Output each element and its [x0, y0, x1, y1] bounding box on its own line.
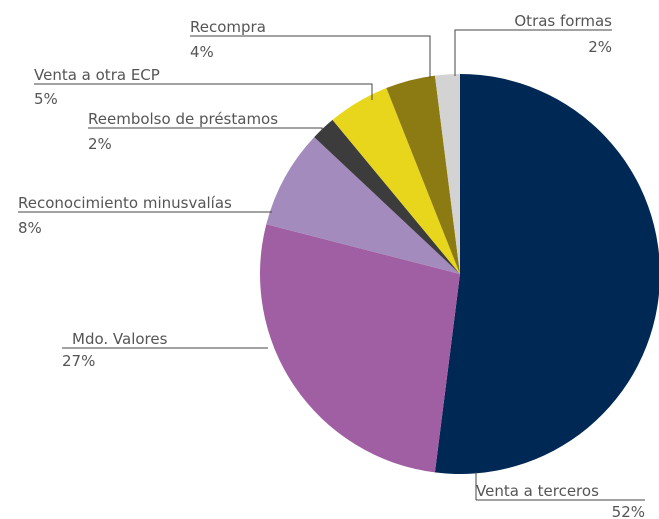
leader-line	[190, 35, 431, 78]
leader-line	[88, 127, 323, 132]
slice-value: 8%	[18, 219, 42, 237]
slice-label: Recompra	[190, 18, 266, 36]
pie-slice	[434, 74, 659, 474]
slice-value: 27%	[62, 352, 95, 370]
leader-line	[34, 83, 373, 100]
slice-label: Mdo. Valores	[72, 330, 168, 348]
pie-slice	[266, 137, 460, 274]
slice-label: Reembolso de préstamos	[88, 110, 278, 128]
slice-value: 4%	[190, 43, 214, 61]
pie-slice	[332, 88, 460, 274]
slice-value: 2%	[588, 38, 612, 56]
slice-value: 5%	[34, 90, 58, 108]
pie	[259, 74, 659, 474]
leader-line	[454, 29, 612, 76]
pie-slice	[434, 74, 460, 274]
slice-value: 2%	[88, 135, 112, 153]
pie-slice	[259, 224, 460, 473]
slice-label: Reconocimiento minusvalías	[18, 194, 232, 212]
slice-label: Venta a otra ECP	[34, 66, 160, 84]
pie-slice	[314, 119, 460, 274]
slice-label: Venta a terceros	[476, 482, 599, 500]
slice-label: Otras formas	[514, 12, 612, 30]
pie-slice	[386, 75, 460, 274]
leader-lines	[18, 29, 645, 501]
slice-value: 52%	[612, 503, 645, 519]
